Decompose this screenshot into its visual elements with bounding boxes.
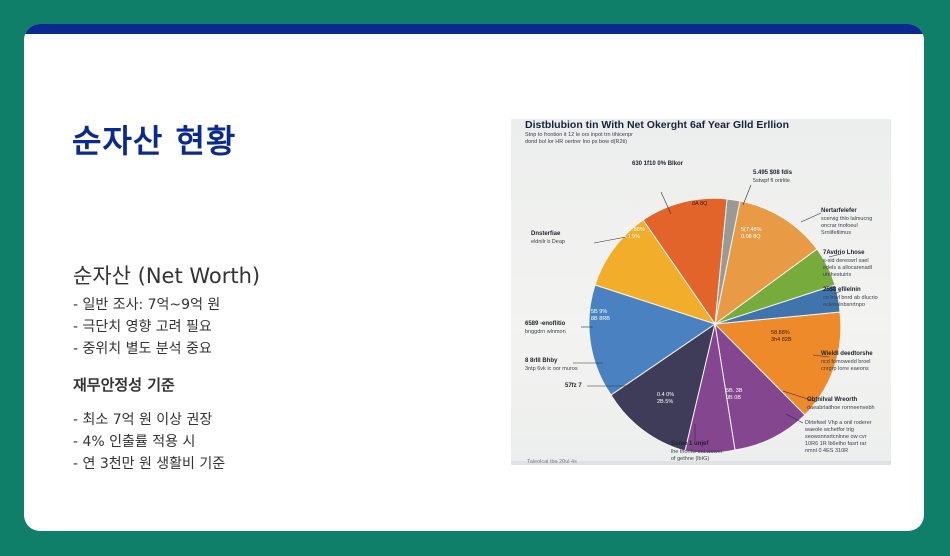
- callout-head: 25$8 efilelnin: [823, 287, 861, 293]
- callout-line: co lnwl bnrd ab dlucrio: [823, 295, 878, 301]
- slice-label: 8A 8Q: [692, 201, 708, 207]
- section-list: - 일반 조사: 7억~9억 원 - 극단치 영향 고려 필요 - 중위치 별도…: [73, 294, 220, 360]
- slice-label: 0.08 8Q: [741, 234, 761, 240]
- callout-line: ncd fomowedd broel: [821, 359, 871, 365]
- callout-head: Nertarfelefer: [821, 208, 857, 214]
- callout-head: 6589 -enoflitio: [525, 321, 566, 327]
- callout-head: Obtnilval Wreorth: [807, 397, 858, 403]
- callout-line: eldnilr b Deap: [531, 239, 565, 245]
- slide-card: 순자산 현황 순자산 (Net Worth) - 일반 조사: 7억~9억 원 …: [24, 24, 924, 531]
- slice-label: 0.4 0%: [657, 392, 675, 398]
- list-item: - 극단치 영향 고려 필요: [73, 319, 212, 335]
- pie-chart-image: Distblubion tin With Net Okerght 6af Yea…: [511, 119, 891, 465]
- callout-head: 630 1f10 0% Blkor: [632, 161, 684, 167]
- pie-slice-yellow: [594, 219, 717, 325]
- pie-slice-navy: [610, 322, 716, 452]
- slice-label: 5B. 3B: [726, 388, 743, 394]
- list-item: - 최소 7억 원 이상 권장: [73, 412, 213, 428]
- sub-heading: 재무안정성 기준: [73, 376, 175, 394]
- callout-line: edels a allocarenadl: [823, 265, 872, 271]
- slice-label: 3h4 82B: [771, 337, 792, 343]
- chart-image-subtitle: dond bol lor HR oertrer Ino ps bow d(R2t…: [525, 139, 628, 145]
- callout-head: 5.495 $08 fdis: [753, 170, 793, 176]
- chart-image-footer: [511, 461, 891, 465]
- list-item: - 4% 인출률 적용 시: [73, 434, 196, 450]
- list-item: - 일반 조사: 7억~9억 원: [73, 297, 221, 313]
- chart-image-subtitle: Stnp to frontion it 12 le ors inpot trn …: [525, 132, 633, 138]
- pie-slice-orange: [713, 311, 842, 416]
- pie-drawing: [573, 184, 842, 454]
- callout-head: Some 1 unjef: [671, 441, 709, 447]
- callout-line: ecleoalnbsnrtnpo: [823, 302, 865, 308]
- callout-line: cnrgrp lorre eaeons: [821, 366, 869, 372]
- callout-line: bnggdrn wlnmon: [525, 329, 566, 335]
- callout-line: seowsnnsrtcnlnne ow cvr: [805, 434, 867, 440]
- slice-label: 5B 9%: [591, 309, 608, 315]
- callout-head: Wieldl deedtorshe: [821, 351, 873, 357]
- callout-head: 57fz 7: [565, 383, 582, 389]
- slice-label: 4.1 9%: [623, 234, 641, 240]
- section-heading: 순자산 (Net Worth): [73, 264, 261, 288]
- top-accent-bar: [24, 24, 924, 34]
- callout-line: waeole wchetfor trig: [805, 427, 854, 433]
- slide-title: 순자산 현황: [72, 122, 237, 160]
- callout-head: Dnsterfiae: [531, 231, 561, 237]
- slice-label: 58.88%: [771, 330, 790, 336]
- slice-label: 0B 0B: [726, 395, 741, 401]
- chart-image-footer-text: Taleolcal tba 20ul 4s: [527, 459, 577, 465]
- callout-head: Dlrtefwel Vhp a onil roderer: [805, 420, 872, 426]
- pie-slice-orange-light: [714, 200, 818, 326]
- pie-slice-purple: [714, 322, 806, 451]
- chart-image-title: Distblubion tin With Net Okerght 6af Yea…: [525, 119, 789, 131]
- list-item: - 중위치 별도 분석 중요: [73, 341, 212, 357]
- callout-line: 3ntp 6vk ic oor muros: [525, 366, 578, 372]
- callout-head: 7Avdrio Lhose: [823, 250, 865, 256]
- slice-label: 2B.5%: [657, 399, 674, 405]
- pie-slice-blue: [588, 284, 717, 396]
- callout-line: 10R6 1R lb6elho fasrt rar: [805, 441, 867, 447]
- callout-line: nmnl 0 4ES 310R: [805, 448, 849, 454]
- callout-line: lhe tnonfw ent wewet: [671, 449, 723, 455]
- callout-line: Srnlifetlimus: [821, 230, 851, 236]
- callout-head: 8 8rIll Bhby: [525, 358, 558, 364]
- slice-label: 187.88%: [623, 227, 645, 233]
- callout-line: oncrar tnofoeul: [821, 223, 858, 229]
- callout-line: 5stwpf fl ortrlite: [753, 178, 790, 184]
- slice-label: 5(7.48%: [741, 227, 762, 233]
- list-item: - 연 3천만 원 생활비 기준: [73, 456, 226, 472]
- sub-list: - 최소 7억 원 이상 권장 - 4% 인출률 적용 시 - 연 3천만 원 …: [73, 409, 225, 475]
- callout-line: s-sid dereswrl sael: [823, 258, 869, 264]
- callout-line: scervig thlo lalmucng: [821, 216, 873, 222]
- slice-label: 8B 8RB: [591, 316, 610, 322]
- callout-line: utrihestuiris: [823, 272, 852, 278]
- pie-slice-orange-dark: [642, 197, 728, 326]
- callout-line: daeabrlaithoe rorrneenvebh: [807, 405, 875, 411]
- callout-line: of gethne (lbIG): [671, 456, 710, 462]
